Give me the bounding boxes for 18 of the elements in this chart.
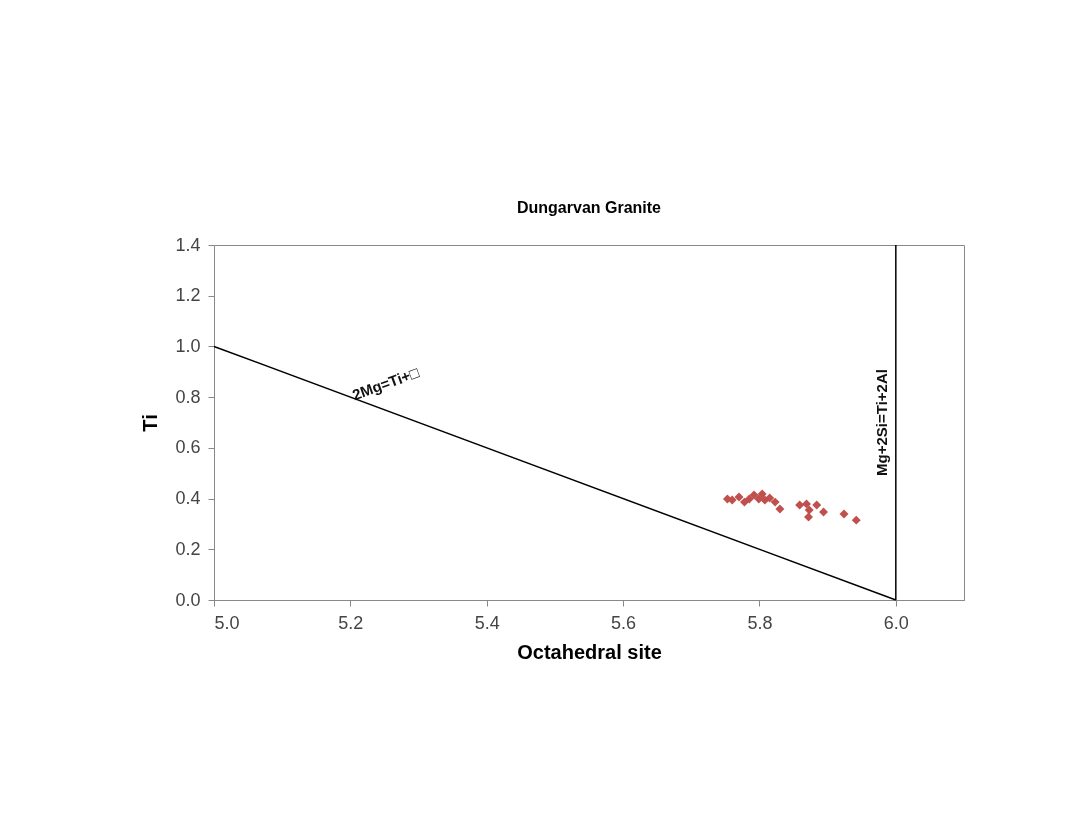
y-tick-label: 1.0 xyxy=(175,335,201,356)
x-tick-label: 5.0 xyxy=(214,612,240,633)
y-axis-title: Ti xyxy=(139,414,162,432)
chart-title: Dungarvan Granite xyxy=(516,199,662,216)
x-tick-label: 5.8 xyxy=(747,612,773,633)
y-tick-label: 0.4 xyxy=(175,488,201,509)
y-tick-label: 0.2 xyxy=(175,538,201,559)
x-tick-label: 5.2 xyxy=(338,612,364,633)
ref-line-label: Mg+2Si=Ti+2Al xyxy=(872,369,890,476)
x-tick-label: 5.6 xyxy=(611,612,637,633)
y-tick-label: 0.6 xyxy=(175,437,201,458)
x-tick-label: 6.0 xyxy=(883,612,909,633)
y-tick-label: 0.8 xyxy=(175,386,201,407)
x-tick-label: 5.4 xyxy=(474,612,500,633)
x-axis-title: Octahedral site xyxy=(517,640,662,663)
y-tick-label: 1.2 xyxy=(175,285,201,306)
y-tick-label: 0.0 xyxy=(175,589,201,610)
y-tick-label: 1.4 xyxy=(175,234,201,255)
